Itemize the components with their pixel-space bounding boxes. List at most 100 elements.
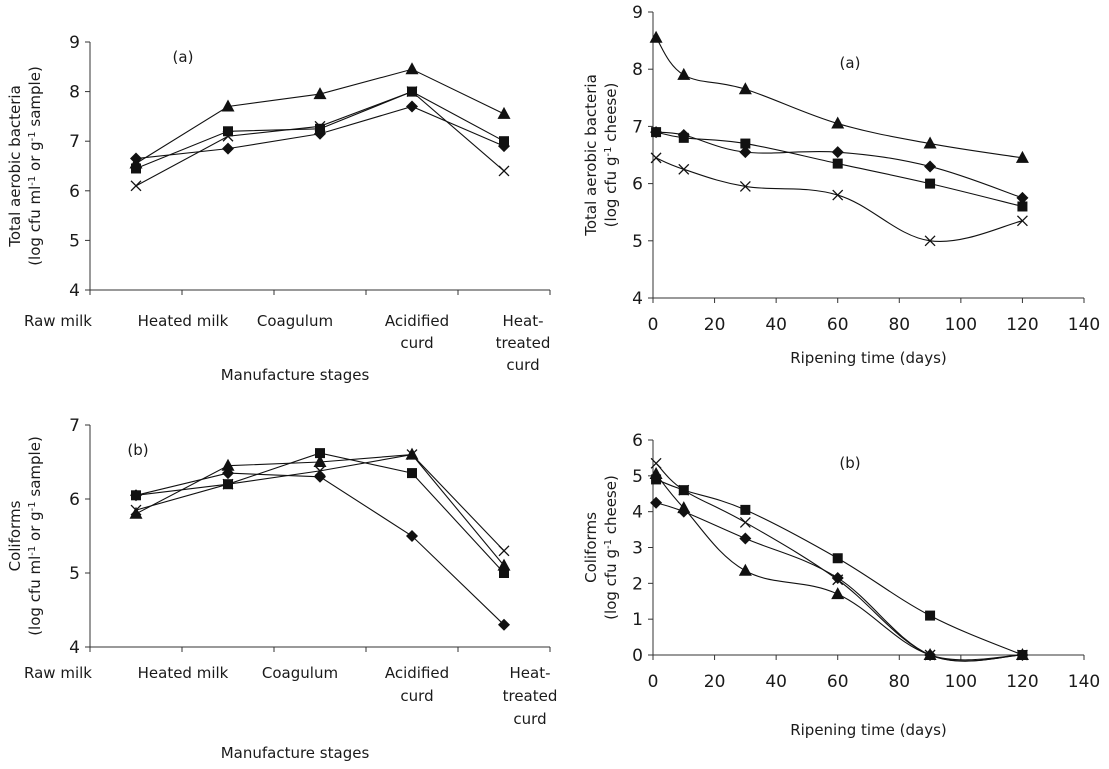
y-axis-label-part: (log cfu ml xyxy=(26,556,44,636)
data-point-cross xyxy=(650,457,662,469)
data-point-cross-stroke-b xyxy=(222,130,234,142)
data-point-square xyxy=(925,178,936,189)
y-axis-label-superscript: -1 xyxy=(27,501,38,511)
x-tick-label: 140 xyxy=(1068,315,1100,335)
x-tick-label: 20 xyxy=(704,315,726,335)
y-axis-label-superscript: -1 xyxy=(603,539,614,549)
y-tick-label: 7 xyxy=(69,132,80,152)
data-point-cross xyxy=(832,574,844,586)
data-point-cross xyxy=(498,545,510,557)
y-tick-label: 1 xyxy=(632,610,643,630)
y-tick-label: 0 xyxy=(632,646,643,666)
y-tick-label: 3 xyxy=(632,539,643,559)
data-point-cross-stroke-b xyxy=(739,181,751,192)
data-point-cross xyxy=(739,181,751,192)
y-axis-label-part: or g xyxy=(26,511,44,545)
y-tick-label: 7 xyxy=(632,117,643,137)
data-point-square xyxy=(499,136,509,147)
data-point-cross-stroke-b xyxy=(498,165,510,177)
y-axis-label-part: or g xyxy=(26,141,44,175)
data-point-diamond xyxy=(831,146,844,159)
x-axis-label: Ripening time (days) xyxy=(790,349,947,367)
y-axis-label-units: (log cfu ml-1 or g-1 sample) xyxy=(26,436,44,636)
data-point-diamond xyxy=(314,470,326,483)
y-tick-label: 4 xyxy=(632,289,643,309)
data-point-cross xyxy=(1016,215,1028,227)
chart-panel-stages-aerobic: 4 5 6 7 8 9 Raw milk Heated milk Coagulum Acidifi… xyxy=(6,33,551,384)
data-point-cross-stroke-b xyxy=(678,163,690,175)
data-point-triangle xyxy=(831,116,845,129)
series-diamond xyxy=(130,467,510,631)
data-point-square xyxy=(740,504,751,515)
data-point-diamond xyxy=(831,571,844,584)
y-axis-label-part: (log cfu ml xyxy=(26,186,44,266)
data-point-cross xyxy=(678,484,690,496)
data-point-cross xyxy=(130,180,142,192)
x-tick-label: 80 xyxy=(888,672,910,692)
data-point-diamond xyxy=(498,618,510,631)
y-axis-label-part: sample) xyxy=(26,436,44,501)
x-category-label: Raw milk xyxy=(24,312,92,330)
data-point-cross-stroke-b xyxy=(832,189,844,201)
data-point-cross xyxy=(924,649,936,661)
data-point-cross-stroke-b xyxy=(314,120,326,132)
x-category-label: Heat- xyxy=(503,312,544,330)
panel-label: (b) xyxy=(127,441,148,459)
panel-label: (b) xyxy=(839,454,860,472)
x-tick-label: 40 xyxy=(765,315,787,335)
data-point-cross xyxy=(130,504,142,516)
data-point-triangle xyxy=(738,82,752,95)
y-tick-label: 9 xyxy=(69,33,80,53)
series-triangle xyxy=(129,447,511,571)
y-axis-label-units: (log cfu g-1 cheese) xyxy=(602,475,620,620)
x-tick-label: 120 xyxy=(1006,315,1038,335)
data-point-square xyxy=(223,126,233,137)
series-line-diamond xyxy=(135,472,505,626)
y-axis-label-part: cheese) xyxy=(602,83,620,147)
x-category-label: curd xyxy=(400,334,433,352)
y-axis-label: Coliforms xyxy=(582,512,600,583)
series-cross xyxy=(130,449,510,557)
data-point-cross-stroke-b xyxy=(406,449,418,461)
x-category-label: Heated milk xyxy=(138,312,229,330)
data-point-square xyxy=(740,138,751,149)
data-point-diamond xyxy=(650,496,663,509)
x-category-label: Coagulum xyxy=(257,312,333,330)
x-category-label: curd xyxy=(506,356,539,374)
data-point-diamond xyxy=(222,142,234,155)
y-tick-label: 9 xyxy=(632,3,643,23)
chart-panel-ripening-aerobic: 4 5 6 7 8 9 0 20 40 60 80 100 120 140 Ripening time (d… xyxy=(582,3,1100,367)
y-axis-label-part: sample) xyxy=(26,66,44,131)
y-tick-label: 2 xyxy=(632,574,643,594)
data-point-triangle xyxy=(677,67,691,80)
y-tick-label: 8 xyxy=(69,83,80,103)
data-point-triangle xyxy=(405,447,419,460)
data-point-triangle xyxy=(313,455,327,467)
y-tick-label: 8 xyxy=(632,60,643,80)
data-point-triangle xyxy=(1015,150,1029,163)
series-cross xyxy=(130,86,510,192)
data-point-cross xyxy=(314,120,326,132)
data-point-cross-stroke-b xyxy=(1016,215,1028,227)
data-point-square xyxy=(407,468,417,479)
data-point-square xyxy=(651,474,662,485)
data-point-diamond xyxy=(406,100,418,113)
y-axis-label: Total aerobic bacteria xyxy=(6,85,24,248)
data-point-cross-stroke-b xyxy=(130,180,142,192)
data-point-cross-stroke-b xyxy=(1016,649,1028,661)
data-point-cross xyxy=(406,449,418,461)
data-point-cross xyxy=(739,516,751,528)
data-point-triangle xyxy=(677,501,691,514)
y-tick-label: 5 xyxy=(632,467,643,487)
y-axis-label-superscript: -1 xyxy=(27,131,38,141)
data-point-cross-stroke-b xyxy=(314,465,326,477)
x-category-label: Acidified xyxy=(385,312,449,330)
series-square xyxy=(651,127,1028,212)
data-point-triangle xyxy=(923,648,937,660)
data-point-square xyxy=(499,568,509,578)
data-point-cross xyxy=(1016,649,1028,661)
y-tick-label: 4 xyxy=(632,503,643,523)
y-tick-label: 5 xyxy=(632,232,643,252)
x-tick-label: 140 xyxy=(1068,672,1100,692)
